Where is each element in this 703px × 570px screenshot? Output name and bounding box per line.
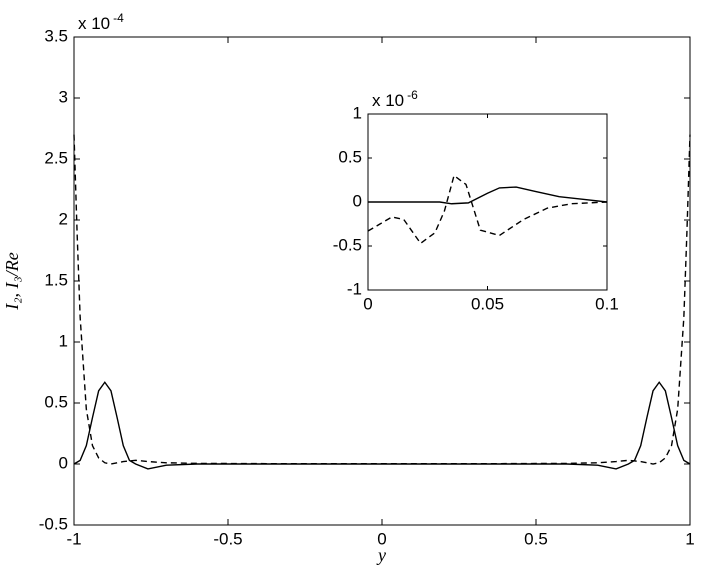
y-tick-label: 0 [353, 191, 362, 210]
y-tick-label: 0 [59, 453, 68, 472]
multiplier-base: x 10 [78, 14, 110, 33]
data-line [73, 134, 691, 465]
y-axis-label: I₂, I₃/Re [2, 252, 22, 311]
x-tick-label: 0.05 [471, 294, 504, 313]
y-tick-label: -1 [347, 279, 362, 298]
data-line [367, 174, 608, 245]
y-tick-label: 0.5 [338, 147, 362, 166]
x-tick-label: 0.5 [524, 529, 548, 548]
axis-multiplier: x 10 -4 [78, 11, 124, 33]
x-tick-label: 0 [377, 529, 386, 548]
y-tick-label: 2.5 [44, 148, 68, 167]
multiplier-exponent: -6 [407, 88, 418, 102]
y-tick-label: 3 [59, 87, 68, 106]
y-tick-label: 3.5 [44, 26, 68, 45]
y-tick-label: 0.5 [44, 392, 68, 411]
x-tick-label: 0 [363, 294, 372, 313]
x-tick-label: -1 [66, 529, 81, 548]
y-tick-label: 1 [59, 331, 68, 350]
x-axis-label: y [376, 545, 386, 565]
y-tick-label: -0.5 [333, 235, 362, 254]
multiplier-exponent: -4 [113, 11, 124, 25]
data-line [368, 186, 608, 205]
y-tick-label: -0.5 [39, 514, 68, 533]
y-tick-label: 1 [353, 103, 362, 122]
x-tick-label: 0.1 [595, 294, 619, 313]
multiplier-base: x 10 [372, 91, 404, 110]
y-tick-label: 1.5 [44, 270, 68, 289]
x-tick-label: -0.5 [213, 529, 242, 548]
x-tick-label: 1 [685, 529, 694, 548]
y-tick-label: 2 [59, 209, 68, 228]
axis-multiplier: x 10 -6 [372, 88, 418, 110]
